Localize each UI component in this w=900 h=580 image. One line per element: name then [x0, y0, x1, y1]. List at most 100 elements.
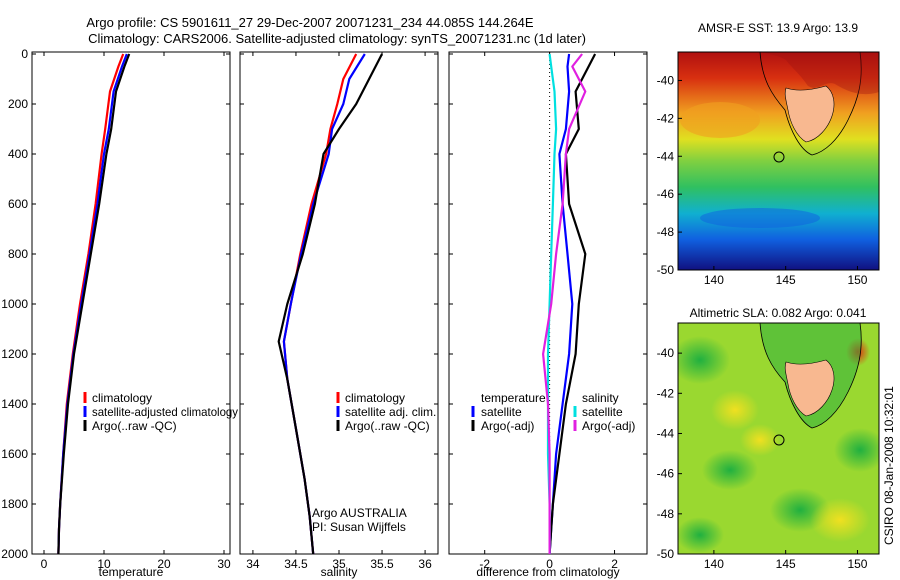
sla-ytick-label: -42: [657, 386, 675, 400]
sla-argo-marker: [773, 434, 785, 446]
legend-argo-label: Argo(..raw -QC): [345, 419, 430, 433]
temperature-panel: 0 10 20 30 0 200 400 600 800 1000 1200 1400 1600 1800…: [1, 47, 231, 571]
sla-blob-green: [678, 517, 724, 553]
temperature-ytick-label: 1800: [1, 497, 28, 511]
sst-shelf-contour: [759, 52, 862, 156]
argo-pi-annotation: PI: Susan Wijffels: [312, 520, 406, 534]
temperature-ytick-label: 200: [8, 97, 28, 111]
panel-difference-frame: [448, 51, 648, 555]
sla-shelf-contour: [759, 323, 862, 429]
salinity-xlabel: salinity: [321, 565, 358, 579]
sla-xtick-label: 150: [847, 557, 867, 571]
sst-field: [678, 52, 879, 270]
salinity-legend: climatology satellite adj. clim. Argo(..…: [336, 391, 436, 433]
temperature-ytick-label: 2000: [1, 547, 28, 561]
difference-xtick-label: -2: [479, 557, 490, 571]
sst-ytick-label: -42: [657, 111, 675, 125]
sla-ytick-label: -50: [657, 547, 675, 561]
main-title-line1: Argo profile: CS 5901611_27 29-Dec-2007 …: [86, 15, 533, 30]
legend-salinity-title: salinity: [582, 391, 619, 405]
temperature-legend: climatology satellite-adjusted climatolo…: [83, 391, 238, 433]
sst-mainland: [678, 52, 879, 95]
difference-xtick-label: 0: [546, 557, 553, 571]
sst-ytick-label: -48: [657, 225, 675, 239]
sst-map-frame: [677, 51, 880, 271]
sla-tasmania: [784, 359, 835, 417]
temperature-ytick-label: 600: [8, 197, 28, 211]
sst-map-axes: 140 145 150 -40 -42 -44 -46 -48 -50: [657, 73, 868, 287]
temperature-ytick-label: 400: [8, 147, 28, 161]
sla-blob-yellow: [711, 390, 759, 430]
temperature-ytick-label: 800: [8, 247, 28, 261]
difference-series-line: [548, 53, 597, 555]
sla-blob-yellow: [810, 498, 870, 542]
sla-blob-green: [702, 450, 758, 490]
sla-ytick-label: -46: [657, 467, 675, 481]
sst-xtick-label: 150: [847, 273, 867, 287]
salinity-xtick-label: 36: [418, 557, 432, 571]
legend-temp-argo-label: Argo(-adj): [481, 419, 534, 433]
legend-satellite-label: satellite adj. clim.: [345, 405, 436, 419]
temperature-xtick-label: 0: [41, 557, 48, 571]
sst-tasmania: [784, 85, 835, 143]
sla-map-title: Altimetric SLA: 0.082 Argo: 0.041: [690, 306, 867, 320]
sla-blob-yellow: [740, 424, 780, 456]
difference-xlabel: difference from climatology: [476, 565, 619, 579]
legend-temp-satellite-label: satellite: [481, 405, 522, 419]
salinity-xtick-label: 34: [246, 557, 260, 571]
salinity-xtick-label: 35: [332, 557, 346, 571]
sla-xtick-label: 140: [704, 557, 724, 571]
salinity-xtick-label: 34.5: [284, 557, 308, 571]
temperature-xtick-label: 10: [97, 557, 111, 571]
sst-ytick-label: -44: [657, 149, 675, 163]
panel-salinity-frame: [239, 51, 439, 555]
temperature-ytick-label: 1600: [1, 447, 28, 461]
difference-panel: -2 0 2: [449, 52, 647, 571]
difference-legend: temperature satellite Argo(-adj) salinit…: [471, 391, 635, 433]
sla-ytick-label: -40: [657, 346, 675, 360]
main-title-line2: Climatology: CARS2006. Satellite-adjuste…: [88, 31, 586, 46]
sst-argo-marker: [773, 151, 785, 163]
legend-satellite-label: satellite-adjusted climatology: [92, 405, 238, 419]
salinity-panel: 34 34.5 35 35.5 36: [240, 52, 438, 571]
legend-temperature-title: temperature: [481, 391, 546, 405]
sst-cool-patch: [700, 208, 820, 228]
sla-map: [678, 323, 879, 554]
legend-climatology-label: climatology: [345, 391, 405, 405]
sst-warm-tongue: [680, 102, 760, 138]
temperature-ytick-label: 1400: [1, 397, 28, 411]
legend-argo-label: Argo(..raw -QC): [92, 419, 177, 433]
salinity-series-line: [277, 53, 383, 555]
sla-xtick-label: 145: [776, 557, 796, 571]
legend-sal-satellite-label: satellite: [582, 405, 623, 419]
temperature-ytick-label: 1000: [1, 297, 28, 311]
sst-ytick-label: -46: [657, 187, 675, 201]
temperature-xlabel: temperature: [99, 565, 164, 579]
temperature-series-line: [57, 53, 131, 555]
difference-xtick-label: 2: [611, 557, 618, 571]
temperature-xtick-label: 30: [217, 557, 231, 571]
sst-map-title: AMSR-E SST: 13.9 Argo: 13.9: [698, 21, 858, 35]
sla-ytick-label: -44: [657, 426, 675, 440]
salinity-xtick-label: 35.5: [370, 557, 394, 571]
legend-sal-argo-label: Argo(-adj): [582, 419, 635, 433]
sst-ytick-label: -40: [657, 73, 675, 87]
temperature-xtick-label: 20: [157, 557, 171, 571]
sla-ytick-label: -48: [657, 507, 675, 521]
sst-ytick-label: -50: [657, 263, 675, 277]
side-timestamp: CSIRO 08-Jan-2008 10:32:01: [882, 386, 896, 545]
sla-blob-green: [834, 428, 879, 472]
difference-series-line: [541, 53, 587, 554]
sla-map-axes: 140 145 150 -40 -42 -44 -46 -48 -50: [657, 346, 868, 571]
argo-agency-annotation: Argo AUSTRALIA: [312, 506, 407, 520]
sst-xtick-label: 145: [776, 273, 796, 287]
sla-blob-green: [678, 336, 730, 384]
temperature-ytick-label: 0: [21, 47, 28, 61]
panel-temperature-frame: [31, 51, 231, 555]
temperature-ytick-label: 1200: [1, 347, 28, 361]
sst-xtick-label: 140: [704, 273, 724, 287]
legend-climatology-label: climatology: [92, 391, 152, 405]
sst-map: [678, 52, 879, 270]
